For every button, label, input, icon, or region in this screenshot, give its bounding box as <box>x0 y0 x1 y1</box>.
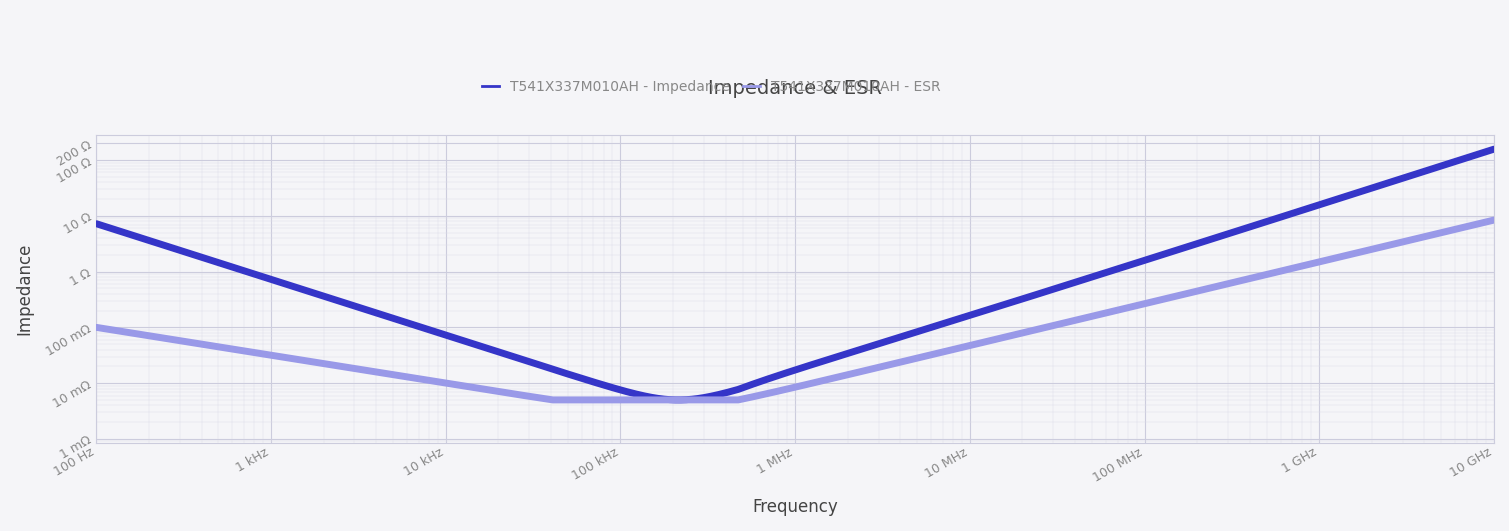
Y-axis label: Impedance: Impedance <box>15 243 33 335</box>
X-axis label: Frequency: Frequency <box>753 498 837 516</box>
Legend: T541X337M010AH - Impedance, T541X337M010AH - ESR: T541X337M010AH - Impedance, T541X337M010… <box>477 74 946 99</box>
Title: Impedance & ESR: Impedance & ESR <box>708 79 883 98</box>
